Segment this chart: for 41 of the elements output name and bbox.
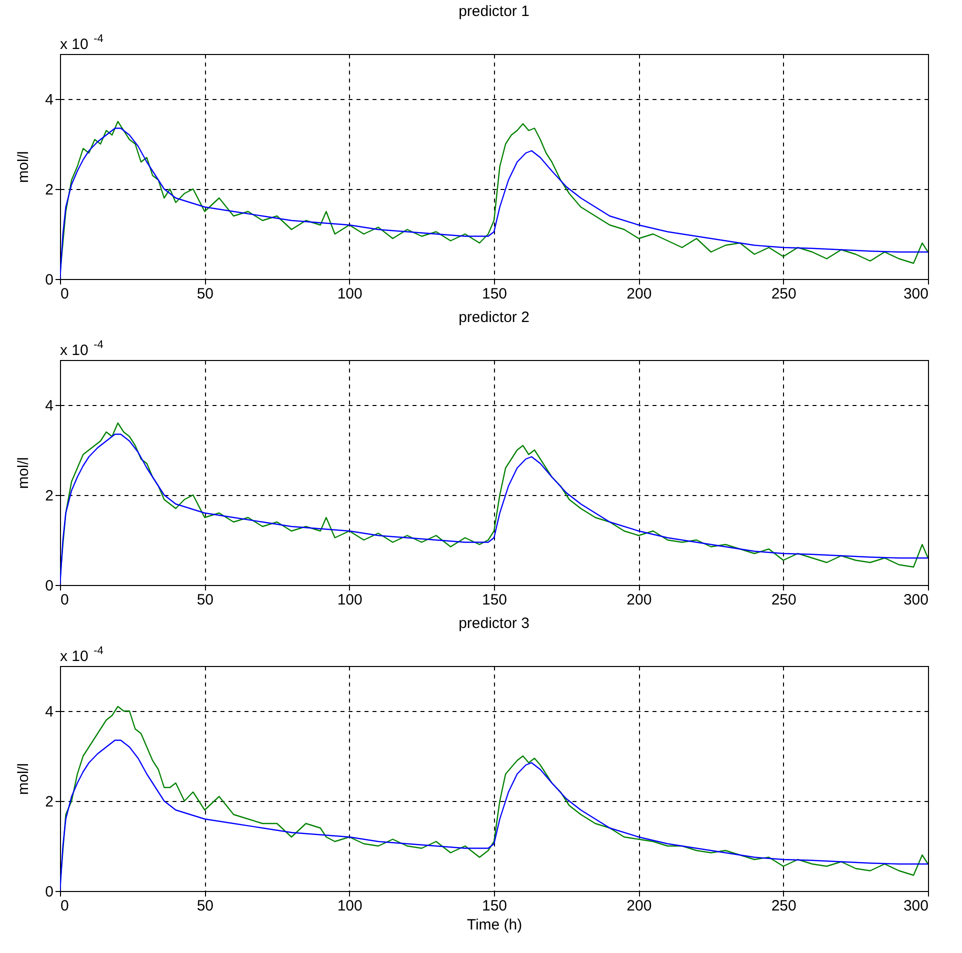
x-tick-label: 0 (60, 898, 69, 914)
y-tick-label: 2 (45, 488, 54, 504)
chart-title: predictor 1 (458, 3, 530, 20)
x-tick-label: 0 (60, 592, 69, 608)
y-tick-label: 0 (45, 884, 54, 900)
x-tick-label: 100 (337, 592, 362, 608)
x-tick-label: 150 (482, 592, 508, 608)
chart-title: predictor 2 (458, 309, 530, 326)
x-tick-label: 200 (626, 286, 652, 302)
y-tick-label: 0 (45, 272, 54, 288)
x-tick-label: 100 (337, 286, 362, 302)
y-tick-label: 4 (45, 398, 54, 414)
x-tick-label: 200 (626, 592, 652, 608)
y-tick-label: 0 (45, 578, 54, 594)
y-axis-title: mol/l (15, 763, 32, 795)
y-axis-title: mol/l (15, 457, 32, 489)
x-tick-label: 50 (196, 898, 214, 914)
x-tick-label: 200 (626, 898, 652, 914)
x-tick-label: 250 (771, 898, 796, 914)
y-tick-label: 4 (45, 704, 54, 720)
y-tick-label: 2 (45, 182, 54, 198)
x-axis-title: Time (h) (466, 916, 522, 934)
chart-title: predictor 3 (458, 615, 530, 632)
text: x 10-4 (60, 645, 104, 665)
x-tick-label: 50 (196, 286, 214, 302)
x-tick-label: 150 (482, 286, 508, 302)
x-tick-label: 250 (771, 286, 796, 302)
y-tick-label: 2 (45, 794, 54, 810)
x-tick-label: 0 (60, 286, 69, 302)
x-tick-label: 100 (337, 898, 362, 914)
text: x 10-4 (60, 33, 104, 53)
x-tick-label: 250 (771, 592, 796, 608)
line-series (60, 740, 928, 891)
x-tick-label: 300 (903, 898, 928, 914)
x-tick-label: 300 (903, 592, 928, 608)
x-tick-label: 150 (482, 898, 508, 914)
x-tick-label: 50 (196, 592, 214, 608)
y-axis-title: mol/l (15, 151, 32, 183)
text: x 10-4 (60, 339, 104, 359)
x-tick-label: 300 (903, 286, 928, 302)
y-tick-label: 4 (45, 92, 54, 108)
